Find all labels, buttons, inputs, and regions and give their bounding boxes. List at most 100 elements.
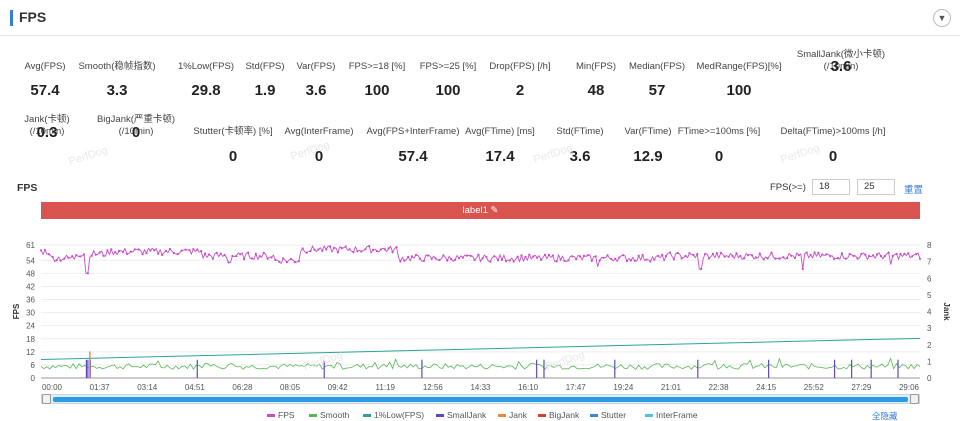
fps-point (590, 259, 593, 262)
y-left-tick-label: 54 (26, 256, 35, 265)
metric-value: 57.4 (398, 148, 428, 165)
fps-point (262, 251, 265, 254)
fps-point (207, 253, 211, 256)
fps-point (254, 252, 257, 255)
legend-swatch-icon (590, 414, 598, 418)
legend-item[interactable]: BigJank (538, 410, 579, 420)
fps-point (102, 254, 105, 257)
fps-point (231, 254, 234, 258)
fps-point (383, 248, 386, 251)
slider-handle-left[interactable] (42, 394, 51, 404)
fps-point (332, 246, 336, 249)
legend-item[interactable]: SmallJank (436, 410, 486, 420)
legend-item[interactable]: Stutter (590, 410, 626, 420)
fps-point (293, 261, 296, 264)
metric-label: Avg(FTime) [ms] (465, 126, 535, 137)
fps-point (641, 253, 644, 257)
fps-point (133, 248, 136, 251)
fps-point (286, 261, 289, 264)
legend-label: BigJank (549, 410, 580, 420)
y-left-tick-label: 18 (26, 335, 35, 344)
fps-point (129, 250, 132, 253)
legend-item[interactable]: InterFrame (645, 410, 698, 420)
fps-point (715, 252, 719, 255)
fps-point (348, 248, 351, 251)
label-bar[interactable]: label1 ✎ (41, 202, 920, 219)
metric-value: 0 (714, 148, 724, 165)
metric: Var(FPS) 3.6 (256, 61, 376, 99)
x-tick-label: 06:28 (232, 383, 253, 392)
fps-point (329, 245, 332, 248)
fps-point (864, 253, 867, 256)
fps-point (907, 252, 910, 255)
fps-point (235, 255, 238, 258)
legend-item[interactable]: 1%Low(FPS) (363, 410, 424, 420)
metric-label: MedRange(FPS)[%] (696, 61, 782, 72)
fps-point (594, 255, 597, 258)
fps-point (188, 249, 191, 252)
legend-item[interactable]: Smooth (309, 410, 349, 420)
legend-item[interactable]: FPS (267, 410, 295, 420)
fps-point (508, 259, 511, 262)
fps-point (540, 258, 543, 261)
fps-point (567, 259, 570, 262)
fps-threshold-input-2[interactable]: 25 (857, 179, 895, 195)
fps-point (426, 254, 429, 257)
metric: Min(FPS) 48 (536, 61, 656, 99)
fps-point (465, 254, 468, 257)
fps-point (118, 249, 121, 253)
fps-point (414, 253, 418, 256)
pencil-icon[interactable]: ✎ (490, 205, 499, 216)
fps-point (797, 254, 801, 257)
x-tick-label: 27:29 (851, 383, 872, 392)
legend-swatch-icon (309, 414, 317, 418)
metric-value: 12.9 (633, 148, 663, 165)
chevron-down-icon[interactable]: ▼ (933, 9, 951, 27)
section-header: FPS ▼ (0, 0, 960, 36)
watermark: PerfDog (67, 144, 110, 168)
metric: SmallJank(微小卡顿) (/10min) 3.6 (781, 49, 901, 75)
fps-point (872, 254, 875, 257)
fps-point (461, 256, 464, 259)
fps-threshold-input-1[interactable]: 18 (812, 179, 850, 195)
fps-point (793, 256, 797, 260)
x-tick-label: 29:06 (899, 383, 920, 392)
slider-handle-right[interactable] (910, 394, 919, 404)
fps-point (750, 254, 754, 257)
hide-all-button[interactable]: 全隐藏 (872, 411, 898, 421)
fps-point (305, 251, 308, 254)
y-left-tick-label: 48 (26, 269, 35, 278)
fps-point (454, 258, 457, 261)
fps-point (141, 253, 144, 256)
metric-label-unit: (/10min) (29, 126, 65, 137)
section-title: FPS (19, 9, 47, 25)
fps-point (239, 253, 242, 256)
fps-point (899, 252, 902, 256)
x-tick-label: 25:52 (804, 383, 825, 392)
legend-swatch-icon (538, 414, 546, 418)
fps-point (758, 252, 761, 255)
y-left-tick-label: 61 (26, 241, 35, 250)
fps-point (82, 253, 86, 256)
y-right-tick-label: 3 (927, 324, 932, 333)
time-range-slider[interactable] (41, 394, 920, 404)
y-left-tick-label: 30 (26, 309, 35, 318)
fps-point (723, 255, 726, 258)
x-tick-label: 00:00 (42, 383, 63, 392)
fps-point (149, 249, 152, 252)
slider-range-fill[interactable] (53, 397, 908, 402)
legend-item[interactable]: Jank (498, 410, 527, 420)
reset-button[interactable]: 重置 (904, 185, 924, 196)
y-left-tick-label: 12 (26, 348, 35, 357)
fps-point (192, 248, 195, 251)
x-tick-label: 19:24 (613, 383, 634, 392)
fps-point (598, 259, 601, 262)
fps-point (555, 260, 558, 263)
fps-point (801, 267, 804, 271)
fps-point (676, 251, 679, 255)
fps-point (680, 257, 683, 260)
legend-label: InterFrame (656, 410, 698, 420)
y-right-tick-label: 7 (927, 258, 932, 267)
fps-point (157, 252, 160, 255)
